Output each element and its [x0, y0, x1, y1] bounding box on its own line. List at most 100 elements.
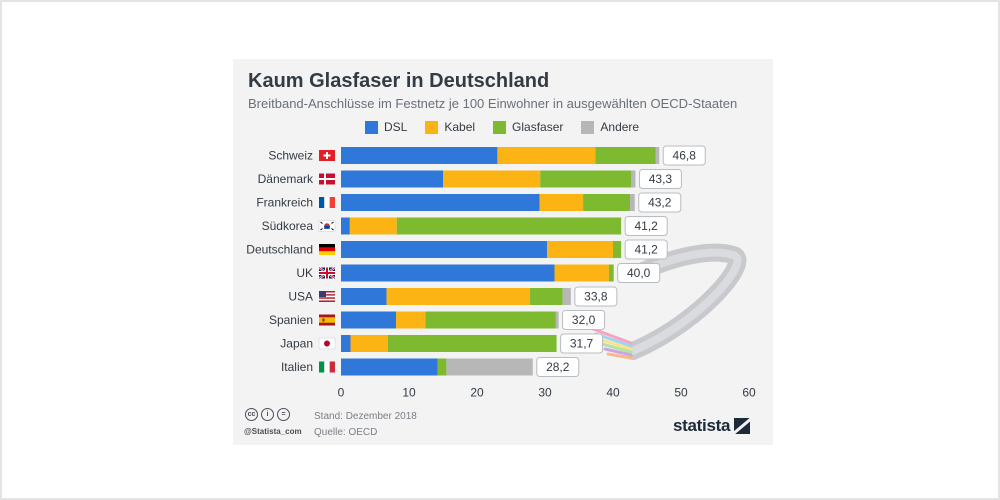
flag-de-icon — [319, 244, 335, 255]
total-label-box — [617, 263, 661, 283]
total-label-box — [624, 239, 668, 260]
bar-segment-dsl — [341, 335, 351, 352]
bar-segment-glasfaser — [608, 264, 614, 282]
x-tick-label: 30 — [538, 386, 552, 400]
total-value-label: 40,0 — [627, 266, 651, 280]
flag-dk-icon — [319, 173, 335, 185]
flag-jp-icon — [318, 337, 336, 350]
total-value-label: 33,8 — [584, 290, 608, 304]
bar-segment-andere — [555, 311, 559, 329]
bar-segment-dsl — [341, 358, 438, 376]
category-label: Südkorea — [262, 219, 314, 233]
bar-segment-kabel — [547, 241, 613, 258]
bar-segment-kabel — [349, 217, 397, 235]
fiber-cable-highlight — [629, 248, 742, 355]
bar-segment-andere — [446, 358, 533, 376]
flag-fr-icon — [319, 197, 335, 208]
fiber-strand-icon — [600, 342, 633, 354]
bar-segment-kabel — [386, 288, 531, 305]
bar-segment-andere — [630, 194, 635, 211]
legend-swatch-glasfaser — [493, 120, 507, 134]
flag-ch-icon — [319, 150, 335, 161]
legend-label-kabel: Kabel — [444, 120, 476, 134]
source-note: Quelle: OECD — [314, 427, 378, 438]
total-label-box — [536, 357, 580, 377]
legend-swatch-andere — [581, 120, 595, 134]
x-tick-label: 0 — [338, 386, 345, 400]
bar-segment-kabel — [396, 311, 426, 329]
fiber-strand-icon — [591, 327, 633, 345]
x-tick-label: 10 — [402, 386, 416, 400]
bar-segment-kabel — [554, 264, 609, 282]
bar-segment-glasfaser — [425, 311, 556, 329]
bar-segment-glasfaser — [583, 194, 630, 211]
attribution-icon: i — [261, 408, 274, 421]
bar-segment-kabel — [539, 194, 584, 211]
total-value-label: 32,0 — [572, 313, 596, 327]
chart-title: Kaum Glasfaser in Deutschland — [248, 70, 550, 92]
bar-segment-dsl — [341, 194, 540, 211]
legend-item-glasfaser: Glasfaser — [493, 120, 563, 134]
stand-note: Stand: Dezember 2018 — [314, 411, 417, 422]
category-label: UK — [296, 266, 313, 280]
total-label-box — [638, 192, 682, 213]
legend-item-kabel: Kabel — [425, 120, 475, 134]
total-label-box — [638, 169, 682, 189]
bar-segment-glasfaser — [387, 335, 557, 352]
fiber-strand-icon — [597, 337, 633, 351]
stacked-bar-chart: Schweiz 46,8 Dänemark 43,3 Frankreich 43,2 Süd… — [246, 145, 756, 400]
category-label: Deutschland — [246, 243, 313, 257]
flag-es-icon — [319, 314, 335, 326]
bar-segment-dsl — [341, 147, 498, 164]
legend-label-andere: Andere — [600, 120, 640, 134]
bar-segment-dsl — [341, 288, 387, 305]
total-value-label: 28,2 — [546, 360, 570, 374]
x-tick-label: 60 — [742, 386, 756, 400]
bar-segment-kabel — [443, 170, 541, 188]
chart-subtitle: Breitband-Anschlüsse im Festnetz je 100 … — [248, 96, 738, 111]
chart-legend: DSL Kabel Glasfaser Andere — [365, 120, 639, 134]
statista-wordmark: statista — [673, 416, 731, 435]
total-value-label: 41,2 — [634, 219, 658, 233]
total-value-label: 41,2 — [634, 243, 658, 257]
bar-segment-glasfaser — [613, 241, 622, 258]
flag-uk-icon — [318, 266, 336, 280]
legend-label-glasfaser: Glasfaser — [512, 120, 564, 134]
category-label: Japan — [280, 337, 313, 351]
legend-swatch-dsl — [365, 120, 378, 134]
bar-segment-andere — [631, 170, 636, 188]
category-label: Spanien — [269, 313, 313, 327]
x-tick-label: 20 — [470, 386, 484, 400]
statista-handle: @Statista_com — [244, 427, 302, 436]
legend-item-andere: Andere — [581, 120, 639, 134]
x-tick-label: 40 — [606, 386, 620, 400]
category-label: Frankreich — [256, 196, 313, 210]
bar-segment-glasfaser — [396, 217, 622, 235]
bar-segment-kabel — [497, 147, 596, 164]
bar-segment-glasfaser — [540, 170, 632, 188]
category-label: Italien — [281, 360, 313, 374]
bar-segment-dsl — [341, 170, 443, 188]
flag-us-icon — [319, 291, 335, 302]
bar-segment-dsl — [341, 241, 548, 258]
bar-segment-andere — [562, 288, 571, 305]
infographic-card: Kaum Glasfaser in Deutschland Breitband-… — [233, 59, 773, 445]
fiber-strand-icon — [606, 352, 633, 360]
legend-item-dsl: DSL — [365, 120, 407, 134]
no-derivatives-icon: = — [277, 408, 290, 421]
bar-segment-andere — [655, 147, 660, 164]
total-label-box — [662, 145, 706, 166]
cc-icon: cc — [245, 408, 258, 421]
bar-segment-kabel — [350, 335, 388, 352]
flag-it-icon — [319, 361, 335, 373]
total-label-box — [562, 310, 606, 330]
total-label-box — [560, 333, 604, 354]
bar-segment-glasfaser — [595, 147, 656, 164]
statista-logo: statista — [673, 416, 751, 436]
total-label-box — [624, 216, 668, 236]
bar-segment-dsl — [341, 311, 397, 329]
category-label: USA — [288, 290, 313, 304]
x-tick-label: 50 — [674, 386, 688, 400]
bar-segment-dsl — [341, 217, 350, 235]
